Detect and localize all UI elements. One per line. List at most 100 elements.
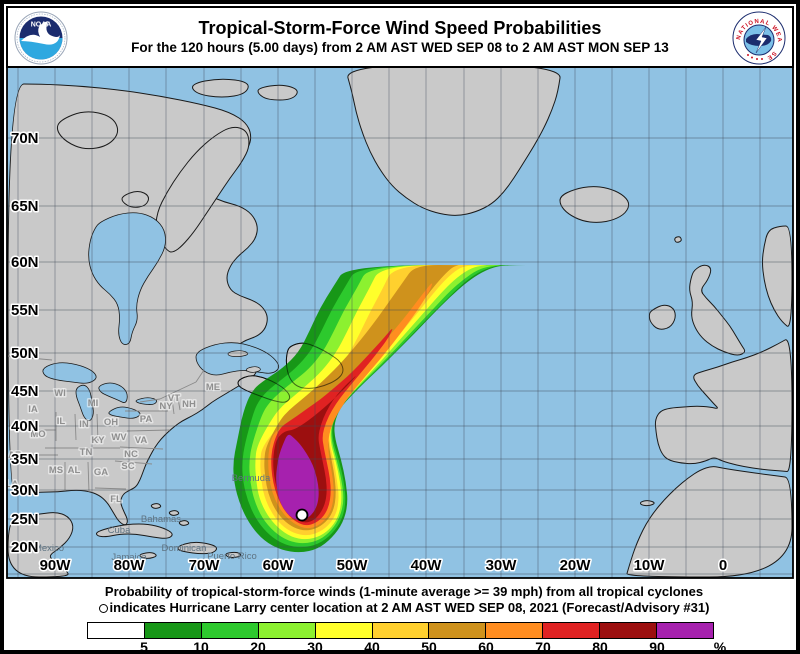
state-label-IN: IN — [79, 419, 89, 430]
legend-swatch-70 — [543, 623, 601, 638]
nws-logo-icon: NATIONAL WEATHER SERVICE — [732, 11, 786, 65]
land-southampton-island — [121, 191, 149, 208]
footer-line1: Probability of tropical-storm-force wind… — [104, 584, 704, 599]
state-label-WI: WI — [54, 388, 66, 399]
land-baffin-island — [155, 126, 250, 253]
legend-swatch-50 — [429, 623, 487, 638]
land-ellesmere — [192, 78, 249, 98]
state-label-KY: KY — [91, 435, 105, 446]
lat-label-55N: 55N — [11, 302, 39, 319]
state-label-PA: PA — [140, 414, 153, 425]
noaa-logo-icon: NOAA — [14, 11, 68, 65]
land-bahamas-1 — [150, 503, 162, 509]
place-label: Cuba — [108, 525, 131, 536]
lon-label-30W: 30W — [486, 557, 518, 574]
state-label-WV: WV — [111, 432, 127, 443]
land-iceland — [559, 186, 630, 223]
lon-label-50W: 50W — [337, 557, 369, 574]
lat-label-45N: 45N — [11, 383, 39, 400]
state-label-OH: OH — [104, 417, 118, 428]
legend-value-40: 40 — [364, 639, 380, 654]
state-label-MI: MI — [88, 398, 99, 409]
lat-label-30N: 30N — [11, 482, 39, 499]
legend-swatch-none — [88, 623, 145, 638]
lat-label-70N: 70N — [11, 130, 39, 147]
place-label: Puerto Rico — [207, 551, 257, 562]
state-label-VA: VA — [135, 435, 148, 446]
prob-band-90 — [276, 434, 319, 521]
lat-label-65N: 65N — [11, 198, 39, 215]
place-label: Bahamas — [141, 514, 181, 525]
legend-value-70: 70 — [535, 639, 551, 654]
state-label-AL: AL — [68, 465, 81, 476]
water-lake-huron — [98, 382, 128, 403]
lat-label-25N: 25N — [11, 511, 39, 528]
islet-anticosti — [227, 350, 249, 357]
land-bahamas-2 — [168, 510, 180, 516]
state-label-FL: FL — [110, 494, 122, 505]
place-label: Jamaica — [111, 552, 147, 563]
legend-swatch-10 — [201, 623, 259, 638]
legend-swatch-80 — [600, 623, 658, 638]
header-bar: NOAA Tropical-Storm-Force Wind Speed Pro… — [6, 6, 794, 68]
legend-swatch-90 — [657, 623, 713, 638]
page-title: Tropical-Storm-Force Wind Speed Probabil… — [198, 17, 602, 38]
land-ireland — [648, 304, 676, 330]
lon-label-80W: 80W — [114, 557, 146, 574]
land-canary-islands — [639, 500, 655, 507]
lon-label-60W: 60W — [263, 557, 295, 574]
page-subtitle: For the 120 hours (5.00 days) from 2 AM … — [131, 40, 669, 56]
land-yucatan-central-america — [7, 512, 74, 578]
lon-label-40W: 40W — [411, 557, 443, 574]
legend-swatch-60 — [486, 623, 544, 638]
state-label-MS: MS — [49, 465, 63, 476]
newfoundland-outline — [285, 342, 344, 389]
legend-value-30: 30 — [307, 639, 323, 654]
place-label: Bermuda — [232, 473, 271, 484]
state-label-IA: IA — [28, 404, 38, 415]
state-label-SC: SC — [121, 461, 134, 472]
lon-label-0: 0 — [719, 557, 727, 574]
land-greenland — [347, 66, 561, 216]
place-label: Dominican — [162, 543, 207, 554]
lon-label-70W: 70W — [189, 557, 221, 574]
state-label-NH: NH — [182, 399, 196, 410]
storm-center-icon — [98, 603, 108, 613]
land-devon — [257, 84, 298, 101]
legend-value-10: 10 — [193, 639, 209, 654]
probability-legend — [87, 622, 714, 639]
state-label-ME: ME — [206, 382, 220, 393]
legend-value-20: 20 — [250, 639, 266, 654]
state-label-MO: MO — [30, 429, 45, 440]
land-bahamas-3 — [178, 520, 190, 526]
islet-pei — [246, 366, 261, 373]
nova-scotia-outline — [237, 375, 291, 403]
legend-value-60: 60 — [478, 639, 494, 654]
legend-value-90: 90 — [649, 639, 665, 654]
land-cuba — [95, 523, 173, 539]
svg-text:NOAA: NOAA — [31, 22, 52, 29]
state-label-GA: GA — [94, 467, 108, 478]
legend-swatch-20 — [258, 623, 316, 638]
land-africa — [626, 466, 793, 578]
legend-labels: 5 10 20 30 40 50 60 70 80 90% — [87, 639, 737, 654]
state-label-NY: NY — [159, 401, 173, 412]
state-label-VT: VT — [168, 393, 180, 404]
land-europe-france-iberia — [654, 339, 793, 473]
footer-caption: Probability of tropical-storm-force wind… — [8, 584, 796, 616]
place-label: Mexico — [34, 543, 64, 554]
land-norway — [762, 225, 793, 327]
lon-label-90W: 90W — [40, 557, 72, 574]
legend-swatch-40 — [372, 623, 430, 638]
legend-value-80: 80 — [592, 639, 608, 654]
lat-label-60N: 60N — [11, 254, 39, 271]
state-label-AR: AR — [8, 450, 22, 461]
lon-label-10W: 10W — [634, 557, 666, 574]
legend-unit: % — [713, 639, 727, 654]
water-lake-michigan — [75, 384, 94, 422]
state-label-TN: TN — [80, 447, 93, 458]
land-faroes — [674, 236, 682, 243]
